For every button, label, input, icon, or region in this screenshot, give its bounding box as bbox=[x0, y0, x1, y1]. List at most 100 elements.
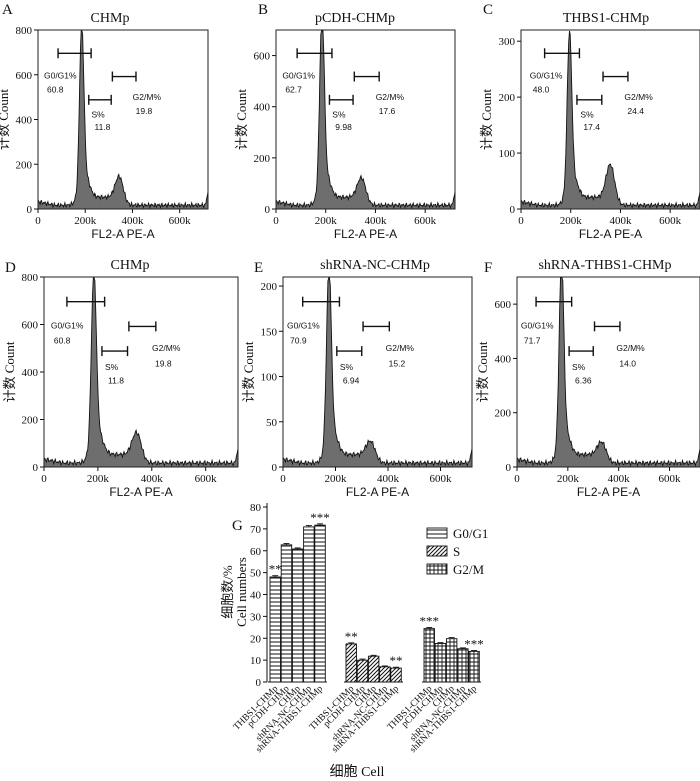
x-tick-label: 0 bbox=[35, 215, 41, 227]
gate-label: G2/M% bbox=[133, 92, 162, 102]
y-tick-label: 600 bbox=[495, 299, 512, 311]
bar bbox=[390, 667, 402, 683]
gate-value: 15.2 bbox=[389, 358, 406, 368]
x-tick-label: 400k bbox=[141, 473, 164, 485]
y-axis-label: 计数 Count bbox=[2, 341, 17, 402]
panel-title: CHMp bbox=[111, 258, 150, 273]
x-tick-label: 0 bbox=[518, 215, 524, 227]
legend-label: S bbox=[453, 544, 460, 559]
x-tick-label: 600k bbox=[430, 473, 453, 485]
legend-label: G2/M bbox=[453, 562, 485, 577]
gate-value: 71.7 bbox=[524, 336, 541, 346]
y-tick-label: 60 bbox=[250, 546, 262, 558]
x-tick-label: 200k bbox=[87, 473, 110, 485]
y-tick-label: 800 bbox=[22, 272, 39, 284]
x-axis-label: FL2-A PE-A bbox=[334, 227, 397, 241]
gate-label: S% bbox=[340, 362, 354, 372]
y-tick-label: 50 bbox=[250, 568, 262, 580]
bar bbox=[445, 638, 458, 683]
x-tick-label: 400k bbox=[608, 473, 631, 485]
plot-frame bbox=[43, 276, 239, 468]
histogram-area bbox=[275, 30, 456, 210]
panel-title: CHMp bbox=[91, 11, 130, 26]
gate-label: S% bbox=[332, 110, 346, 120]
bar-legend: G0/G1 S G2/M bbox=[426, 526, 488, 577]
gate-value: 62.7 bbox=[285, 85, 302, 95]
x-tick-label: 600k bbox=[195, 473, 218, 485]
x-tick-label: 200k bbox=[557, 473, 580, 485]
y-axis-label: 计数 Count bbox=[479, 89, 494, 150]
bar bbox=[291, 548, 304, 683]
panel-letter: A bbox=[2, 2, 13, 18]
gate-value: 24.4 bbox=[627, 106, 644, 116]
gate-value: 14.0 bbox=[619, 358, 636, 368]
x-tick-label: 400k bbox=[609, 215, 632, 227]
bar bbox=[314, 524, 326, 683]
panel-letter: D bbox=[5, 260, 16, 276]
y-tick-label: 150 bbox=[261, 326, 278, 338]
y-tick-label: 400 bbox=[495, 353, 512, 365]
panel-title: shRNA-NC-CHMp bbox=[320, 258, 430, 273]
y-tick-label: 200 bbox=[495, 408, 512, 420]
x-tick-label: 0 bbox=[514, 473, 520, 485]
gate-value: 17.6 bbox=[379, 106, 396, 116]
gate-label: G2/M% bbox=[386, 343, 415, 353]
y-tick-label: 50 bbox=[266, 417, 278, 429]
bar bbox=[269, 576, 281, 683]
bar bbox=[434, 643, 447, 683]
y-tick-label: 600 bbox=[16, 70, 33, 82]
y-tick-label: 10 bbox=[250, 655, 262, 667]
gate-label: G2/M% bbox=[152, 343, 181, 353]
histogram-panel-d: D CHMp 0 200 400 600 800 0 200k 400k 600k FL2-A PE-… bbox=[2, 258, 239, 499]
y-tick-label: 600 bbox=[22, 320, 39, 332]
gate-label: G0/G1% bbox=[287, 320, 320, 330]
y-tick-label: 20 bbox=[250, 633, 262, 645]
histogram-area bbox=[282, 277, 473, 468]
y-tick-label: 100 bbox=[261, 372, 278, 384]
y-tick-label: 0 bbox=[256, 677, 262, 689]
y-tick-label: 40 bbox=[250, 590, 262, 602]
gate-label: G0/G1% bbox=[282, 70, 315, 80]
x-tick-label: 400k bbox=[364, 215, 387, 227]
significance-mark: ** bbox=[345, 629, 358, 644]
significance-mark: ** bbox=[269, 562, 282, 577]
histogram-area bbox=[516, 277, 700, 468]
gate-label: G0/G1% bbox=[51, 320, 84, 330]
panel-title: THBS1-CHMp bbox=[563, 11, 649, 26]
y-axis-label: 计数 Count bbox=[0, 89, 11, 150]
bar bbox=[457, 648, 469, 683]
x-tick-label: 0 bbox=[280, 473, 286, 485]
gate-label: G0/G1% bbox=[521, 320, 554, 330]
gate-label: S% bbox=[572, 362, 586, 372]
x-tick-label: 400k bbox=[121, 215, 144, 227]
panel-letter: E bbox=[254, 260, 263, 276]
gate-label: G2/M% bbox=[376, 92, 405, 102]
y-tick-label: 0 bbox=[265, 204, 271, 216]
gate-value: 11.8 bbox=[94, 122, 110, 132]
x-tick-label: 600k bbox=[414, 215, 437, 227]
gate-label: G2/M% bbox=[624, 92, 653, 102]
gate-label: G0/G1% bbox=[530, 70, 563, 80]
significance-mark: ** bbox=[390, 653, 403, 668]
gate-value: 19.8 bbox=[155, 358, 172, 368]
plot-frame bbox=[520, 29, 700, 210]
x-axis-label: FL2-A PE-A bbox=[577, 485, 640, 499]
y-tick-label: 30 bbox=[250, 611, 262, 623]
y-axis-label-cn: 细胞数/% bbox=[220, 565, 235, 619]
gate-value: 60.8 bbox=[54, 336, 71, 346]
significance-mark: *** bbox=[310, 510, 330, 525]
x-tick-label: 600k bbox=[659, 473, 682, 485]
y-tick-label: 0 bbox=[27, 204, 33, 216]
panel-letter: G bbox=[232, 518, 243, 534]
bar bbox=[367, 655, 380, 683]
x-tick-label: 400k bbox=[377, 473, 400, 485]
gate-value: 48.0 bbox=[533, 85, 550, 95]
y-tick-label: 70 bbox=[250, 524, 262, 536]
bar bbox=[303, 526, 315, 683]
gate-value: 17.4 bbox=[583, 122, 600, 132]
bar bbox=[356, 659, 369, 683]
